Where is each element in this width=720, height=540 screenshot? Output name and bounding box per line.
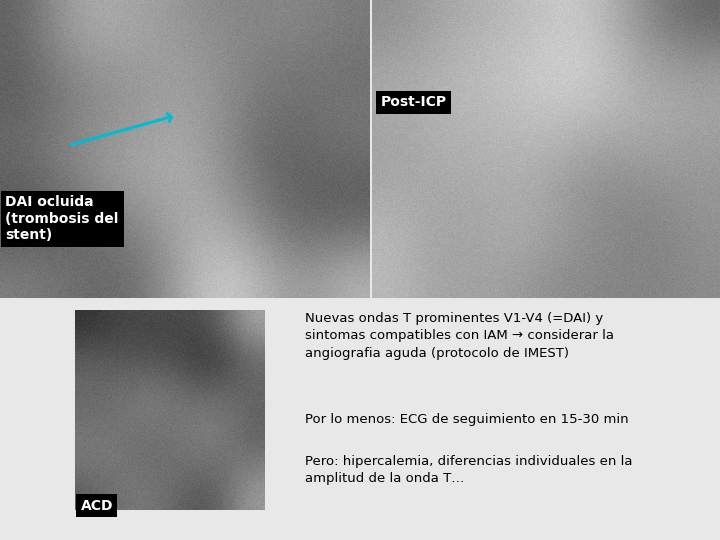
Text: Nuevas ondas T prominentes V1-V4 (=DAI) y
sintomas compatibles con IAM → conside: Nuevas ondas T prominentes V1-V4 (=DAI) … (305, 312, 614, 360)
Text: Post-ICP: Post-ICP (380, 96, 446, 110)
Text: Por lo menos: ECG de seguimiento en 15-30 min: Por lo menos: ECG de seguimiento en 15-3… (305, 413, 629, 426)
Text: Pero: hipercalemia, diferencias individuales en la
amplitud de la onda T…: Pero: hipercalemia, diferencias individu… (305, 455, 632, 485)
Text: ACD: ACD (81, 498, 113, 512)
Text: DAI ocluida
(trombosis del
stent): DAI ocluida (trombosis del stent) (6, 195, 119, 242)
